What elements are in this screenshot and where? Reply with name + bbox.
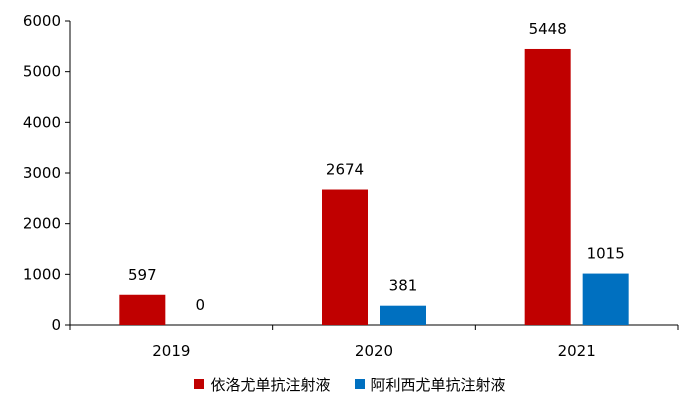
y-tick-label: 0 xyxy=(51,316,61,334)
data-label-series-1-2020: 2674 xyxy=(326,161,364,179)
bar-series-2-2021 xyxy=(582,273,629,325)
legend: 依洛尤单抗注射液 阿利西尤单抗注射液 xyxy=(0,372,700,396)
bar-series-1-2019 xyxy=(119,294,166,325)
legend-item-series-1: 依洛尤单抗注射液 xyxy=(194,374,331,395)
data-label-series-2-2021: 1015 xyxy=(587,245,625,263)
data-label-series-2-2020: 381 xyxy=(389,277,418,295)
y-tick-label: 4000 xyxy=(23,113,61,131)
y-tick-label: 5000 xyxy=(23,63,61,81)
data-label-series-1-2021: 5448 xyxy=(529,20,567,38)
x-tick-label: 2019 xyxy=(152,342,190,360)
data-label-series-2-2019: 0 xyxy=(196,296,206,314)
y-tick-label: 6000 xyxy=(23,12,61,30)
bar-series-1-2020 xyxy=(322,189,368,325)
bar-series-2-2020 xyxy=(380,305,426,325)
legend-swatch-series-2 xyxy=(354,379,365,389)
legend-label-series-1: 依洛尤单抗注射液 xyxy=(210,375,331,394)
data-label-series-1-2019: 597 xyxy=(128,266,157,284)
data-labels: 597 0 2674 381 5448 1015 xyxy=(128,20,625,314)
y-tick-label: 1000 xyxy=(23,265,61,283)
x-tick-label: 2021 xyxy=(558,342,596,360)
x-tick-label: 2020 xyxy=(355,342,393,360)
x-axis: 2019 2020 2021 xyxy=(69,324,679,360)
bar-series-1-2021 xyxy=(524,48,571,326)
y-tick-label: 3000 xyxy=(23,164,61,182)
legend-item-series-2: 阿利西尤单抗注射液 xyxy=(354,374,506,395)
legend-label-series-2: 阿利西尤单抗注射液 xyxy=(370,375,506,394)
bars xyxy=(119,48,629,326)
y-tick-label: 2000 xyxy=(23,215,61,233)
legend-swatch-series-1 xyxy=(194,379,205,389)
bar-chart: 0 1000 2000 3000 4000 5000 6000 2019 2020 2021 5… xyxy=(23,12,679,360)
y-axis: 0 1000 2000 3000 4000 5000 6000 xyxy=(23,12,71,334)
